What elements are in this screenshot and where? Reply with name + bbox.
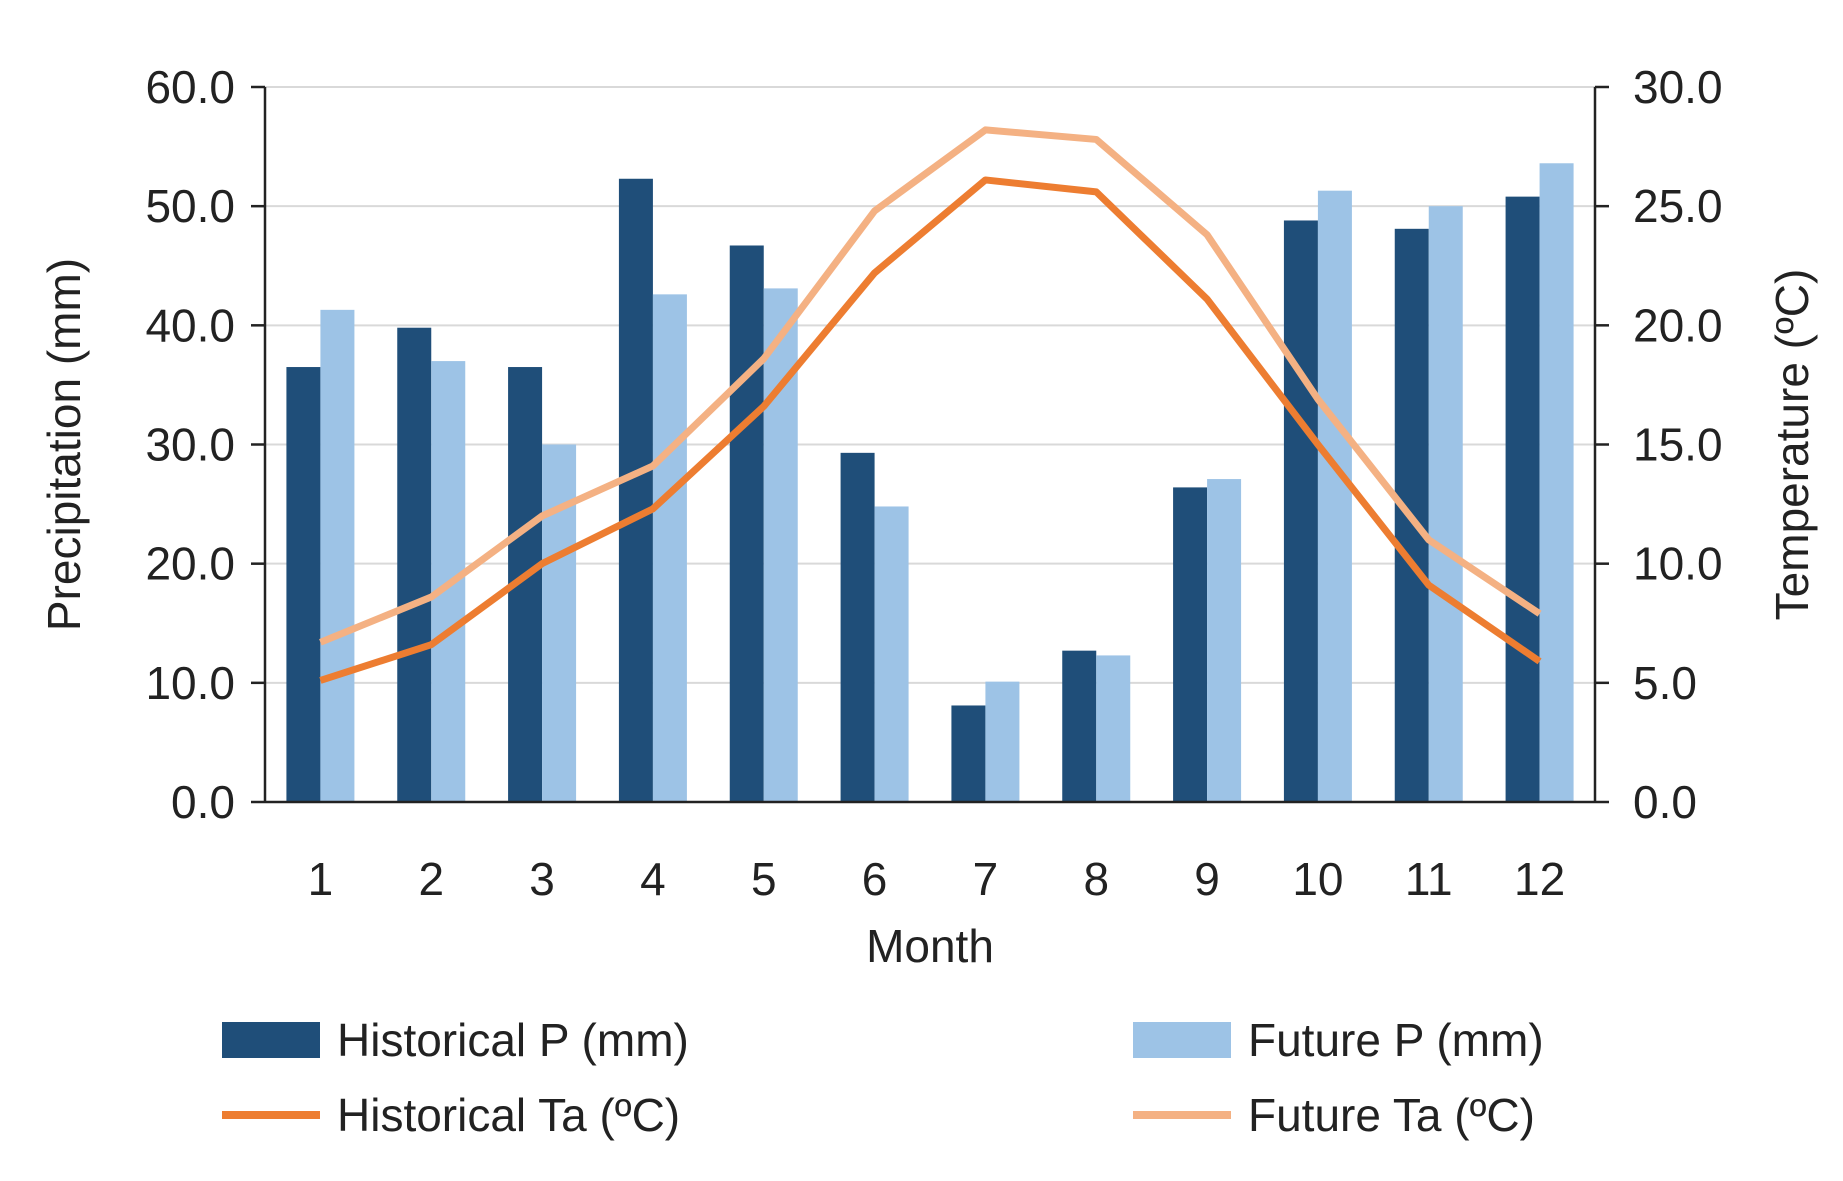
y-tick-label-left: 10.0 [145,657,235,709]
bar-future-p-8 [1096,655,1131,802]
legend: Historical P (mm) Future P (mm) Historical… [222,1014,1544,1141]
bar-historical-p-4 [618,178,653,803]
bar-future-p-5 [763,288,798,802]
y-tick-label-right: 0.0 [1633,776,1697,828]
y-tick-label-left: 30.0 [145,419,235,471]
y-tick-label-right: 20.0 [1633,299,1723,351]
bar-future-p-9 [1207,479,1242,802]
y-tick-label-right: 30.0 [1633,61,1723,113]
bar-historical-p-12 [1505,196,1540,803]
bar-future-p-12 [1539,163,1574,802]
y-tick-label-left: 0.0 [171,776,235,828]
bar-future-p-4 [652,294,687,802]
bar-historical-p-5 [729,245,764,802]
legend-label-future-ta: Future Ta (ºC) [1248,1089,1535,1141]
x-tick-label-2: 2 [418,853,444,905]
x-tick-label-8: 8 [1083,853,1109,905]
legend-label-historical-ta: Historical Ta (ºC) [337,1089,680,1141]
bar-historical-p-1 [286,367,321,802]
bar-future-p-11 [1428,206,1463,802]
bar-historical-p-2 [397,327,432,802]
x-tick-label-6: 6 [862,853,888,905]
y-tick-label-left: 20.0 [145,538,235,590]
historical-ta-line [319,176,1542,684]
y-tick-label-right: 5.0 [1633,657,1697,709]
bar-future-p-6 [874,506,909,802]
bar-historical-p-7 [951,705,986,802]
x-tick-label-7: 7 [973,853,999,905]
legend-swatch-future-p [1133,1022,1231,1058]
bar-future-p-7 [985,681,1020,802]
bar-historical-p-8 [1062,650,1097,802]
y-axis-title-left: Precipitation (mm) [38,258,90,631]
y-tick-label-left: 60.0 [145,61,235,113]
y-tick-label-right: 15.0 [1633,419,1723,471]
bar-historical-p-6 [840,452,875,802]
legend-swatch-historical-p [222,1022,320,1058]
y-tick-label-left: 50.0 [145,180,235,232]
y-tick-label-right: 25.0 [1633,180,1723,232]
x-tick-label-12: 12 [1514,853,1565,905]
x-tick-label-10: 10 [1292,853,1343,905]
x-tick-label-11: 11 [1405,853,1453,905]
bar-future-p-3 [542,444,577,802]
gridlines [265,86,1595,684]
bar-historical-p-9 [1173,487,1208,802]
bar-future-p-10 [1317,190,1352,803]
future-ta-line [319,126,1542,646]
bar-future-p-1 [320,309,355,802]
x-tick-label-9: 9 [1194,853,1220,905]
x-tick-label-4: 4 [640,853,666,905]
tick-labels: 0.0 10.0 20.0 30.0 40.0 50.0 60.0 0.0 5.0 10.0 15.… [145,61,1722,905]
axes [251,85,1609,804]
y-axis-title-right: Temperature (ºC) [1766,269,1818,621]
legend-label-future-p: Future P (mm) [1248,1014,1544,1066]
x-tick-label-5: 5 [751,853,777,905]
x-tick-label-1: 1 [308,853,334,905]
y-tick-label-left: 40.0 [145,299,235,351]
temperature-lines [319,126,1542,684]
y-tick-label-right: 10.0 [1633,538,1723,590]
legend-label-historical-p: Historical P (mm) [337,1014,689,1066]
bar-historical-p-10 [1283,220,1318,802]
x-tick-label-3: 3 [529,853,555,905]
x-axis-title: Month [866,920,994,972]
